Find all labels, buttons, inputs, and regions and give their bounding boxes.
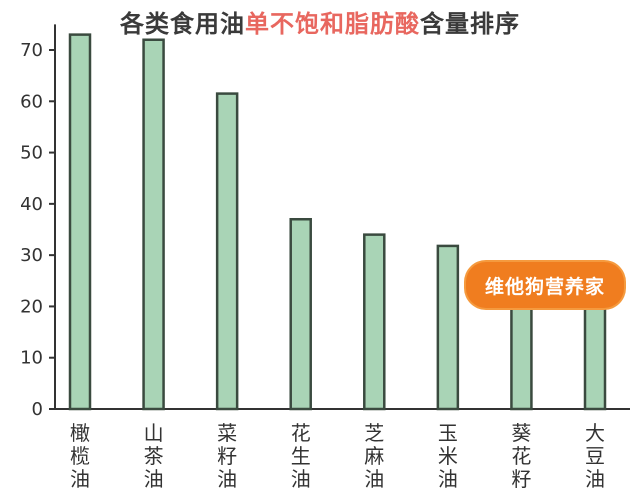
y-tick-label: 30 [20, 245, 43, 266]
y-tick-label: 60 [20, 91, 43, 112]
y-tick-label: 20 [20, 296, 43, 317]
y-tick-label: 40 [20, 194, 43, 215]
bar [363, 233, 386, 411]
chart-title: 各类食用油单不饱和脂肪酸含量排序 [0, 4, 640, 39]
title-suffix: 含量排序 [420, 10, 520, 38]
watermark-badge: 维他狗营养家 [466, 262, 624, 308]
title-prefix: 各类食用油 [120, 10, 245, 38]
y-tick-label: 0 [32, 399, 43, 420]
bar [215, 92, 239, 411]
bar [142, 38, 165, 411]
x-tick-label: 大豆油 [585, 421, 605, 491]
y-tick-label: 10 [20, 348, 43, 369]
bar [289, 217, 312, 411]
y-tick-label: 70 [20, 40, 43, 61]
y-tick-label: 50 [20, 143, 43, 164]
bar [583, 300, 607, 411]
x-tick-label: 花生油 [291, 421, 311, 491]
bar [510, 300, 533, 411]
x-tick-label: 山茶油 [144, 421, 164, 491]
title-highlight: 单不饱和脂肪酸 [245, 10, 420, 38]
x-tick-label: 葵花籽 [511, 421, 531, 491]
x-tick-label: 玉米油 [438, 421, 458, 491]
bar [68, 33, 92, 411]
x-tick-label: 芝麻油 [364, 421, 384, 491]
x-tick-label: 菜籽油 [217, 421, 237, 491]
x-tick-label: 橄榄油 [70, 421, 90, 491]
bar [436, 244, 460, 411]
